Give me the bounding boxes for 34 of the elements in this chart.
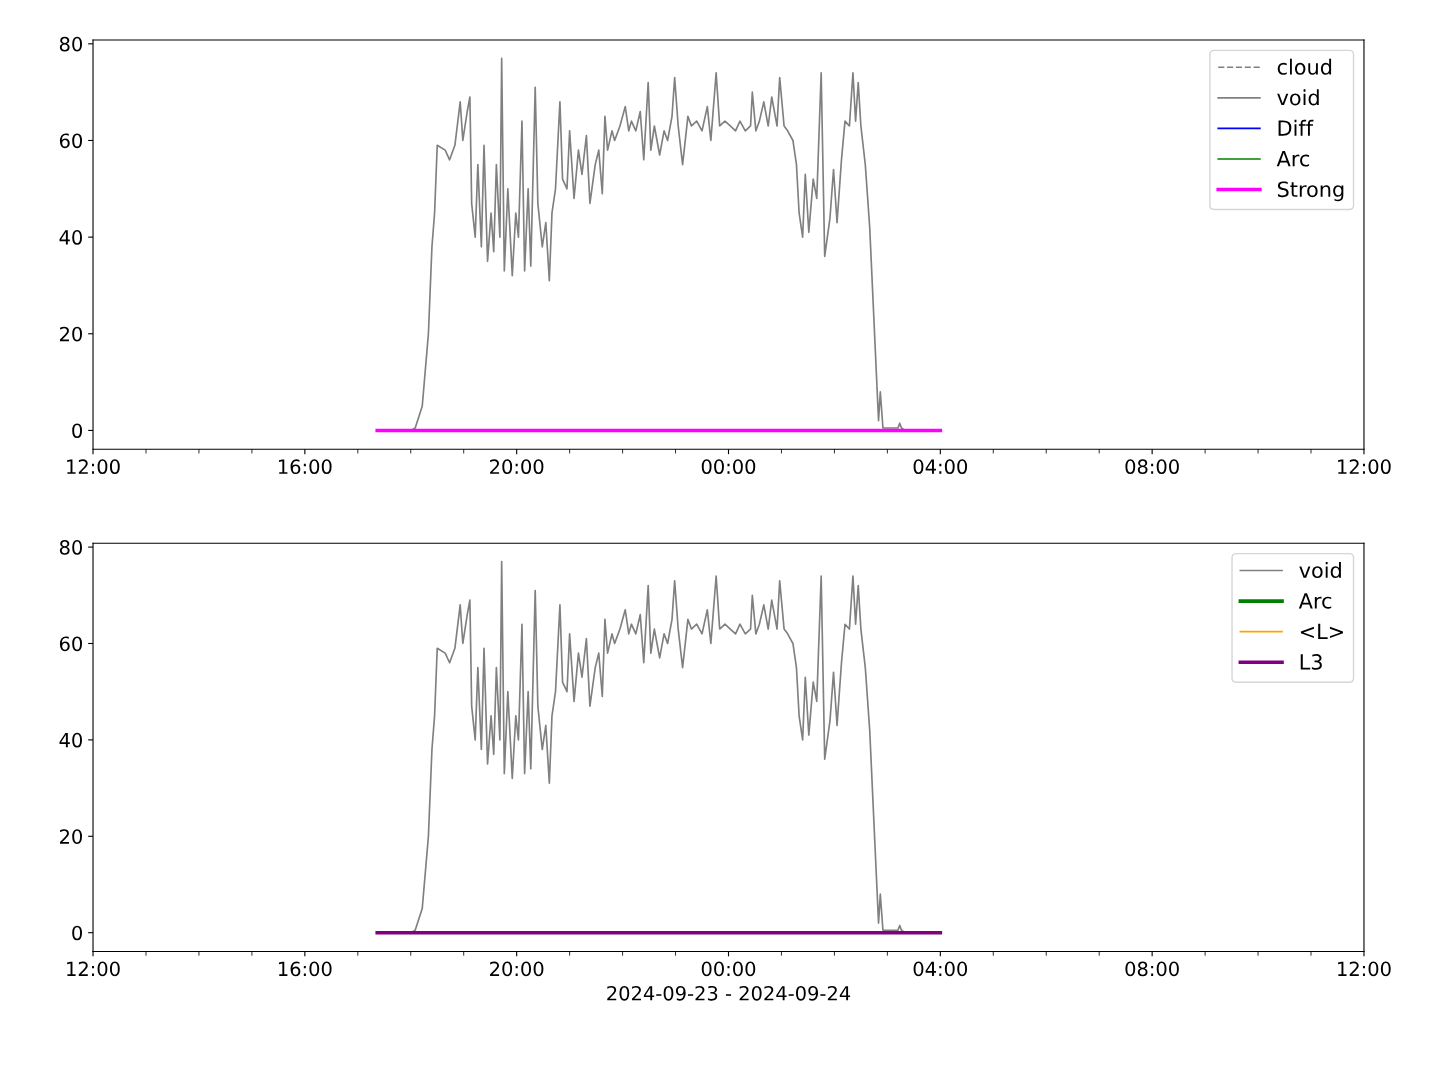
y-tick-label: 0 [72,925,83,941]
x-tick-label: 00:00 [701,961,756,977]
y-tick-label: 60 [59,133,83,149]
legend-label: L3 [1300,654,1322,670]
y-tick-label: 20 [59,829,83,844]
y-tick-label: 60 [59,636,83,652]
y-tick-label: 80 [59,540,83,555]
x-tick-label: 08:00 [1125,459,1179,475]
legend-label: <L> [1300,623,1343,639]
legend-label: Strong [1277,181,1344,202]
y-tick-label: 40 [59,732,83,748]
y-tick-label: 80 [59,36,83,52]
legend-label: Diff [1278,119,1314,136]
x-tick-label: 12:00 [67,961,120,977]
x-tick-label: 16:00 [278,459,332,475]
y-tick-label: 0 [72,423,83,439]
legend-label: void [1299,561,1341,579]
x-tick-label: 00:00 [701,459,756,475]
legend-label: cloud [1277,58,1332,75]
legend-label: Arc [1298,593,1332,609]
x-tick-label: 12:00 [67,459,120,475]
x-tick-label: 12:00 [1338,459,1391,475]
x-tick-label: 20:00 [490,961,544,977]
x-tick-label: 08:00 [1125,961,1179,977]
x-tick-label: 04:00 [913,961,968,977]
x-tick-label: 16:00 [278,961,332,977]
x-tick-label: 12:00 [1338,961,1391,977]
y-tick-label: 20 [59,326,83,342]
y-tick-label: 40 [59,230,83,245]
x-tick-label: 04:00 [913,459,968,475]
legend-label: void [1277,89,1319,106]
legend-label: Arc [1276,151,1310,167]
x-axis-title: 2024-09-23 - 2024-09-24 [607,985,851,1001]
x-tick-label: 20:00 [490,459,544,475]
